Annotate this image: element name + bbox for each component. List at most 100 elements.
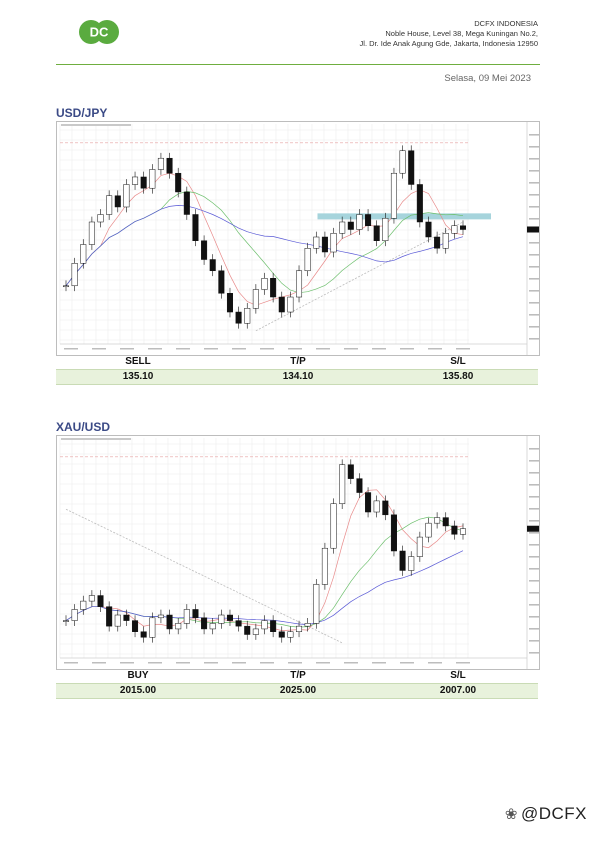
candle-body: [442, 232, 449, 249]
dcfx-logo: DC: [78, 19, 120, 45]
resistance-zone: [317, 213, 491, 220]
candle-body: [425, 221, 432, 238]
trade-label-action: SELL: [125, 356, 151, 367]
watermark: ❀ @DCFX: [505, 804, 587, 824]
price-tick-label: [529, 158, 539, 160]
candle-body: [347, 464, 354, 479]
candle-body: [373, 500, 380, 513]
candle-body: [166, 614, 173, 630]
candle-body: [88, 221, 95, 245]
time-tick-label: [148, 662, 162, 664]
time-tick-label: [204, 662, 218, 664]
price-tick-label: [529, 460, 539, 462]
report-date: Selasa, 09 Mei 2023: [444, 73, 531, 84]
time-tick-label: [372, 662, 386, 664]
price-tick-label: [529, 628, 539, 630]
candle-body: [235, 311, 242, 324]
candle-body: [244, 625, 251, 635]
candle-body: [132, 176, 139, 185]
candle-body: [278, 296, 285, 313]
price-tick-label: [529, 194, 539, 196]
last-price-marker: [527, 226, 539, 233]
candle-body: [235, 620, 242, 627]
candle-body: [252, 628, 259, 635]
price-tick-label: [529, 568, 539, 570]
candle-body: [390, 172, 397, 219]
price-tick-label: [529, 532, 539, 534]
price-tick-label: [529, 242, 539, 244]
time-tick-label: [204, 348, 218, 350]
candle-body: [304, 248, 311, 272]
time-tick-label: [120, 662, 134, 664]
section-title-usdjpy: USD/JPY: [56, 106, 108, 120]
price-tick-label: [529, 616, 539, 618]
candle-body: [330, 232, 337, 253]
candle-body: [373, 225, 380, 242]
candle-body: [434, 517, 441, 524]
xauusd-price-chart: [59, 436, 539, 669]
chart-info-label: [61, 438, 131, 440]
time-tick-label: [148, 348, 162, 350]
time-tick-label: [316, 662, 330, 664]
candle-body: [183, 609, 190, 624]
price-tick-label: [529, 544, 539, 546]
header-divider: [56, 64, 540, 65]
time-tick-label: [288, 662, 302, 664]
candle-body: [97, 214, 104, 223]
candle-body: [399, 550, 406, 571]
candle-body: [408, 556, 415, 571]
candle-body: [252, 289, 259, 309]
price-tick-label: [529, 314, 539, 316]
price-tick-label: [529, 182, 539, 184]
candle-body: [201, 240, 208, 260]
candle-body: [226, 614, 233, 621]
time-tick-label: [64, 662, 78, 664]
time-tick-label: [232, 662, 246, 664]
trade-value-tp: 134.10: [282, 371, 314, 382]
candle-body: [304, 623, 311, 627]
candle-body: [106, 195, 113, 215]
time-tick-label: [92, 662, 106, 664]
candle-body: [442, 517, 449, 527]
candle-body: [356, 478, 363, 493]
weibo-like-mark-icon: ❀: [504, 806, 518, 823]
candle-body: [321, 547, 328, 585]
price-tick-label: [529, 484, 539, 486]
time-tick-label: [260, 662, 274, 664]
time-tick-label: [176, 662, 190, 664]
price-tick-label: [529, 254, 539, 256]
time-tick-label: [372, 348, 386, 350]
candle-body: [296, 270, 303, 298]
trade-value-sl: 135.80: [442, 371, 474, 382]
time-tick-label: [120, 348, 134, 350]
candle-body: [382, 217, 389, 242]
candle-body: [183, 191, 190, 215]
trade-value-sl: 2007.00: [439, 685, 477, 696]
candle-body: [140, 631, 147, 638]
candle-body: [382, 500, 389, 516]
time-tick-label: [344, 662, 358, 664]
candle-body: [106, 606, 113, 627]
candle-body: [390, 514, 397, 552]
candle-body: [287, 296, 294, 313]
candle-body: [149, 617, 156, 638]
candle-body: [114, 195, 121, 208]
trade-value-entry: 135.10: [122, 371, 154, 382]
candle-body: [149, 169, 156, 189]
candle-body: [451, 525, 458, 535]
time-tick-label: [344, 348, 358, 350]
watermark-text: @DCFX: [520, 804, 587, 823]
price-tick-label: [529, 592, 539, 594]
candle-body: [209, 623, 216, 630]
price-tick-label: [529, 218, 539, 220]
candle-body: [114, 614, 121, 627]
candle-body: [261, 620, 268, 630]
candle-body: [313, 236, 320, 249]
time-tick-label: [456, 348, 470, 350]
candle-body: [330, 503, 337, 549]
price-tick-label: [529, 146, 539, 148]
candle-body: [459, 528, 467, 535]
candle-body: [339, 221, 346, 234]
candle-body: [226, 293, 233, 313]
candle-body: [365, 214, 372, 226]
